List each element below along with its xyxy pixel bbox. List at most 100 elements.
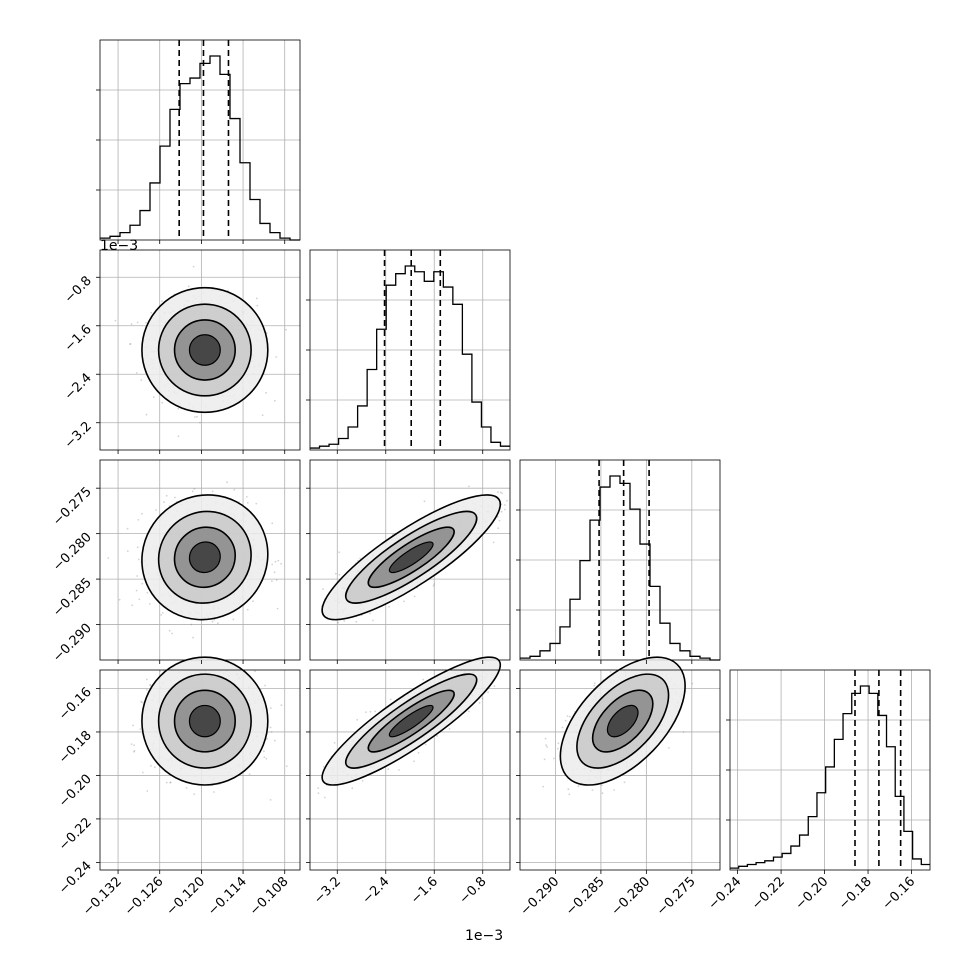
sample-point (161, 300, 163, 302)
sample-point (114, 319, 117, 322)
sample-point (338, 573, 341, 576)
sample-point (150, 311, 153, 314)
sample-point (356, 718, 359, 721)
sample-point (246, 501, 249, 504)
sample-point (271, 522, 274, 525)
scatter-panel-2-3 (542, 656, 694, 796)
scatter-panel-0-2 (107, 481, 282, 639)
sample-point (317, 792, 320, 794)
sample-point (211, 490, 214, 493)
sample-point (192, 265, 195, 268)
sample-point (323, 796, 326, 799)
sample-point (165, 781, 168, 784)
sample-point (193, 793, 196, 796)
sample-point (355, 621, 358, 623)
density-contour (188, 704, 221, 738)
sample-point (553, 757, 555, 760)
sample-point (270, 707, 272, 709)
sample-point (422, 678, 425, 681)
sample-point (566, 715, 569, 717)
sample-point (131, 604, 134, 607)
sample-point (145, 689, 148, 691)
panel-grid (520, 460, 720, 660)
sample-point (556, 747, 559, 750)
sample-point (141, 512, 143, 515)
sample-point (273, 739, 276, 742)
sample-point (168, 629, 171, 632)
sample-point (270, 731, 273, 733)
sample-point (130, 323, 133, 326)
sample-point (146, 790, 149, 792)
sample-point (387, 768, 390, 771)
sample-point (398, 769, 400, 771)
sample-point (255, 297, 258, 300)
sample-point (333, 742, 336, 744)
sample-point (135, 372, 138, 374)
sample-point (274, 560, 277, 563)
panel-frame (99, 249, 301, 451)
sample-point (487, 691, 489, 694)
sample-point (285, 765, 288, 767)
sample-point (468, 485, 470, 488)
sample-point (492, 541, 495, 544)
sample-point (129, 343, 132, 345)
sample-point (118, 598, 121, 601)
sample-point (193, 487, 196, 490)
sample-point (668, 747, 670, 749)
sample-point (163, 501, 165, 504)
sample-point (403, 600, 405, 603)
sample-point (497, 491, 499, 493)
density-contour (188, 334, 221, 366)
sample-point (361, 779, 364, 782)
sample-point (275, 579, 278, 581)
sample-point (136, 575, 139, 577)
sample-point (177, 407, 180, 410)
sample-point (135, 589, 138, 592)
sample-point (126, 550, 129, 552)
sample-point (145, 678, 148, 681)
sample-point (232, 618, 235, 621)
sample-point (161, 401, 164, 404)
sample-point (148, 603, 151, 605)
sample-point (133, 744, 135, 747)
sample-point (245, 496, 248, 498)
sample-point (152, 396, 155, 398)
sample-point (213, 791, 215, 793)
sample-point (138, 598, 141, 601)
sample-point (271, 563, 274, 566)
sample-point (493, 685, 496, 687)
sample-point (211, 620, 214, 623)
sample-point (190, 623, 193, 626)
sample-point (343, 620, 346, 622)
sample-point (107, 557, 110, 559)
panel-grid (730, 670, 930, 870)
sample-point (136, 546, 139, 549)
sample-point (136, 321, 139, 324)
sample-point (133, 750, 135, 753)
sample-point (498, 519, 501, 522)
sample-point (264, 684, 266, 687)
sample-point (499, 491, 502, 494)
sample-point (413, 595, 416, 598)
scatter-panel-1-2 (321, 485, 508, 624)
sample-point (196, 415, 198, 418)
sample-point (277, 559, 280, 562)
sample-point (145, 321, 147, 324)
sample-point (372, 619, 374, 622)
sample-point (252, 600, 254, 603)
sample-point (369, 612, 371, 615)
sample-point (265, 757, 268, 760)
sample-point (557, 742, 560, 745)
sample-point (365, 711, 367, 713)
sample-point (263, 756, 266, 758)
sample-point (187, 285, 190, 288)
sample-point (269, 799, 272, 801)
sample-point (424, 743, 427, 746)
sample-point (273, 571, 276, 574)
sample-point (271, 580, 273, 583)
sample-point (248, 773, 251, 775)
sample-point (273, 399, 276, 402)
sample-point (504, 504, 506, 506)
sample-point (160, 614, 163, 616)
sample-point (334, 572, 337, 575)
